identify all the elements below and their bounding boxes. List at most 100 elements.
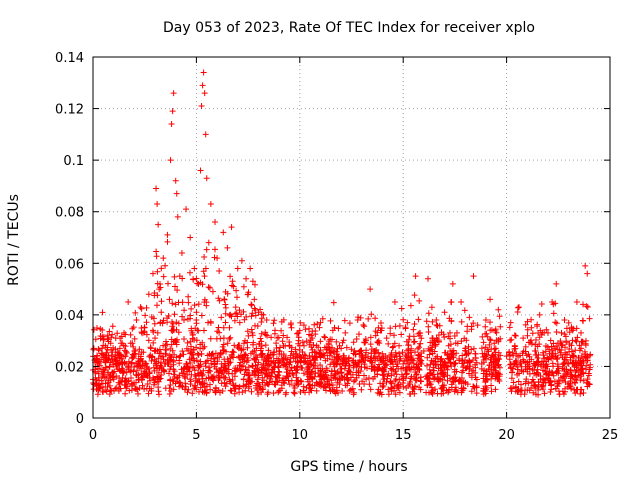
- data-point: [429, 335, 436, 342]
- data-point: [557, 340, 564, 347]
- data-point: [164, 231, 171, 238]
- data-point: [251, 296, 258, 303]
- data-point: [582, 262, 589, 269]
- data-point: [114, 366, 121, 373]
- data-point: [154, 200, 161, 207]
- data-point: [474, 322, 481, 329]
- data-point: [232, 304, 239, 311]
- data-point: [367, 286, 374, 293]
- data-point: [214, 255, 221, 262]
- y-axis-label: ROTI / TECUs: [6, 194, 22, 286]
- data-point: [466, 314, 473, 321]
- data-point: [317, 319, 324, 326]
- data-point: [238, 257, 245, 264]
- data-point: [155, 221, 162, 228]
- data-point: [391, 298, 398, 305]
- data-point: [375, 324, 382, 331]
- x-axis-label: GPS time / hours: [290, 459, 407, 475]
- data-point: [127, 368, 134, 375]
- data-point: [487, 296, 494, 303]
- y-tick-label: 0.14: [55, 51, 84, 66]
- x-axis-ticks: 0 5 10 15 20 25: [89, 57, 618, 443]
- data-point: [379, 366, 386, 373]
- data-point: [400, 360, 407, 367]
- data-point: [168, 121, 175, 128]
- y-tick-label: 0.06: [55, 257, 84, 272]
- data-point: [516, 304, 523, 311]
- data-point: [94, 358, 101, 365]
- data-point: [133, 317, 140, 324]
- data-point: [166, 296, 173, 303]
- data-point: [462, 345, 469, 352]
- data-point: [193, 309, 200, 316]
- data-point: [209, 288, 216, 295]
- data-point: [350, 350, 357, 357]
- data-point: [412, 273, 419, 280]
- data-point: [524, 366, 531, 373]
- data-point: [116, 345, 123, 352]
- data-point: [354, 317, 361, 324]
- data-point: [511, 342, 518, 349]
- data-point: [249, 329, 256, 336]
- data-point: [342, 329, 349, 336]
- data-point: [276, 347, 283, 354]
- data-point: [553, 280, 560, 287]
- data-point: [458, 298, 465, 305]
- data-point: [470, 273, 477, 280]
- data-point: [346, 368, 353, 375]
- data-point: [135, 376, 142, 383]
- y-tick-label: 0.12: [55, 103, 84, 118]
- data-point: [141, 324, 148, 331]
- data-point: [329, 327, 336, 334]
- data-point: [240, 340, 247, 347]
- data-point: [420, 347, 427, 354]
- data-point: [565, 360, 572, 367]
- data-point: [216, 268, 223, 275]
- data-point: [280, 332, 287, 339]
- data-point: [118, 378, 125, 385]
- data-point: [255, 309, 262, 316]
- data-point: [478, 360, 485, 367]
- data-point: [296, 342, 303, 349]
- data-point: [578, 345, 585, 352]
- data-point: [102, 342, 109, 349]
- data-point: [288, 324, 295, 331]
- data-point: [220, 229, 227, 236]
- data-point: [178, 249, 185, 256]
- data-point: [174, 213, 181, 220]
- x-tick-label: 15: [395, 428, 412, 443]
- data-point-cloud: [90, 238, 594, 398]
- data-point: [131, 347, 138, 354]
- data-point: [156, 286, 163, 293]
- data-point: [362, 337, 369, 344]
- data-point: [441, 309, 448, 316]
- data-point: [230, 283, 237, 290]
- data-point: [433, 317, 440, 324]
- data-point: [383, 335, 390, 342]
- data-point: [491, 340, 498, 347]
- data-point: [503, 353, 510, 360]
- data-point: [202, 131, 209, 138]
- data-point: [170, 90, 177, 97]
- data-point: [520, 335, 527, 342]
- data-point: [169, 108, 176, 115]
- data-point: [358, 358, 365, 365]
- data-point: [158, 309, 165, 316]
- data-point: [218, 314, 225, 321]
- data-point: [245, 291, 252, 298]
- x-tick-label: 0: [89, 428, 97, 443]
- data-point: [234, 265, 241, 272]
- data-point: [167, 157, 174, 164]
- data-point: [212, 219, 219, 226]
- data-point: [495, 306, 502, 313]
- data-point: [404, 319, 411, 326]
- data-point: [222, 301, 229, 308]
- data-point: [121, 329, 128, 336]
- data-point: [185, 293, 192, 300]
- data-point: [110, 373, 117, 380]
- y-tick-label: 0.04: [55, 309, 84, 324]
- data-point: [96, 381, 103, 388]
- data-point: [191, 265, 198, 272]
- data-point: [236, 319, 243, 326]
